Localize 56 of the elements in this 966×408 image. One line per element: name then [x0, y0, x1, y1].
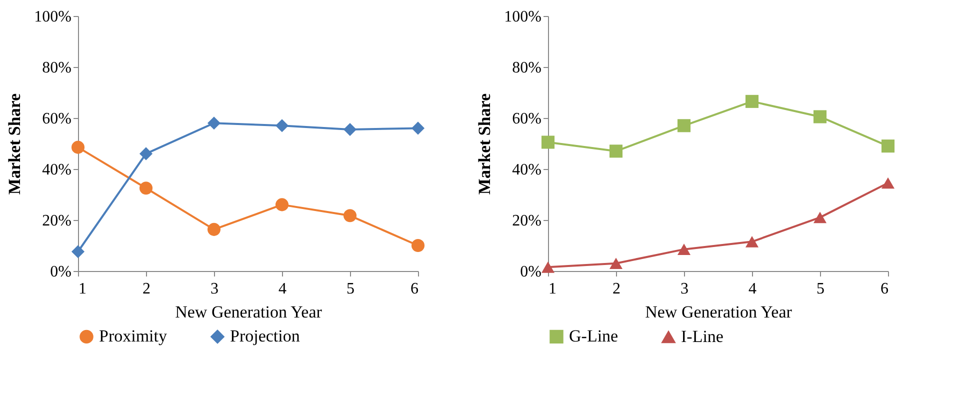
x-tick-label: 4 [278, 280, 286, 298]
y-tick-label: 80% [512, 60, 542, 76]
point [343, 209, 357, 222]
point [411, 238, 425, 252]
point [609, 258, 623, 269]
x-tick-label: 4 [748, 280, 756, 298]
point [881, 177, 895, 189]
point [275, 119, 289, 132]
legend-label: Proximity [99, 326, 168, 346]
point [609, 144, 623, 158]
point [343, 122, 357, 136]
point [541, 136, 555, 149]
x-tick-label: 3 [680, 280, 688, 298]
y-tick-label: 40% [42, 162, 72, 178]
y-tick-label: 80% [42, 60, 72, 76]
y-axis-title: Market Share [475, 92, 494, 195]
y-tick-label: 100% [34, 8, 72, 26]
legend-label: G-Line [569, 326, 618, 346]
x-tick-label: 3 [210, 280, 218, 298]
point [139, 182, 153, 195]
y-tick-label: 60% [512, 110, 542, 128]
x-tick-label: 5 [816, 280, 824, 298]
point [881, 140, 895, 153]
x-tick-label: 1 [78, 280, 86, 298]
x-tick-label: 5 [346, 280, 354, 298]
point [677, 119, 691, 132]
x-tick-label: 6 [410, 280, 418, 298]
point [745, 94, 759, 108]
point [71, 245, 85, 258]
point [275, 198, 289, 212]
x-tick-label: 2 [142, 280, 150, 298]
x-tick-label: 1 [548, 280, 556, 298]
point [207, 222, 221, 236]
y-tick-label: 0% [50, 264, 72, 280]
legend-label: Projection [230, 326, 300, 346]
y-tick-label: 20% [512, 212, 542, 230]
point [411, 122, 425, 135]
point [813, 212, 827, 224]
y-axis-title: Market Share [5, 92, 24, 195]
point [541, 262, 555, 273]
y-tick-label: 40% [512, 162, 542, 178]
y-tick-label: 0% [520, 264, 542, 280]
point [139, 147, 153, 160]
x-axis-title: New Generation Year [175, 302, 322, 322]
x-tick-label: 2 [612, 280, 620, 298]
y-tick-label: 60% [42, 110, 72, 128]
x-tick-label: 6 [880, 280, 888, 298]
legend-label: I-Line [681, 327, 724, 346]
x-axis-title: New Generation Year [645, 302, 792, 322]
point [813, 110, 827, 124]
point [745, 236, 759, 248]
y-tick-label: 100% [504, 8, 542, 26]
point [71, 140, 85, 154]
point [207, 116, 221, 130]
y-tick-label: 20% [42, 212, 72, 230]
point [677, 244, 691, 255]
